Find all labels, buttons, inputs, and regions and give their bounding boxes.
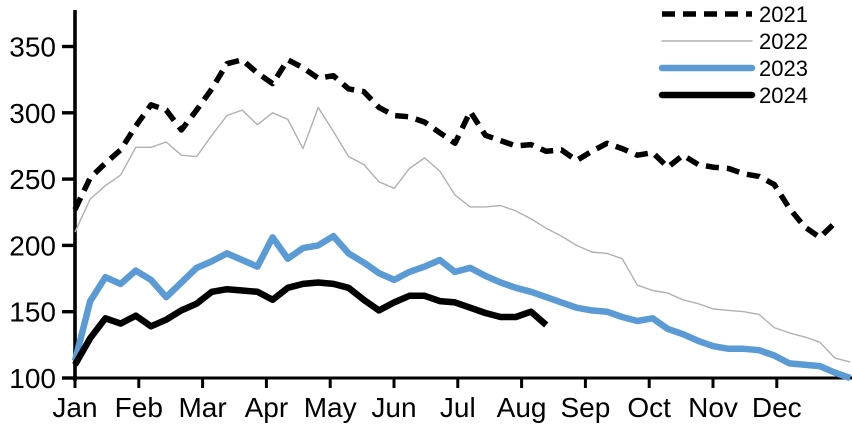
x-tick-label: Nov xyxy=(688,392,738,423)
x-tick-label: Sep xyxy=(560,392,610,423)
legend-label-2024: 2024 xyxy=(759,83,808,108)
y-tick-label: 250 xyxy=(9,164,56,195)
y-tick-label: 350 xyxy=(9,32,56,63)
y-tick-label: 200 xyxy=(9,230,56,261)
x-tick-label: May xyxy=(304,392,357,423)
y-tick-label: 100 xyxy=(9,363,56,394)
y-tick-label: 150 xyxy=(9,297,56,328)
legend-label-2023: 2023 xyxy=(759,56,808,81)
legend-item-2021: 2021 xyxy=(662,2,808,27)
x-tick-label: Jun xyxy=(371,392,416,423)
x-tick-label: Apr xyxy=(245,392,289,423)
x-tick-label: Jul xyxy=(440,392,476,423)
series-line-2022 xyxy=(74,106,851,363)
x-tick-label: Jan xyxy=(52,392,97,423)
series-line-2024 xyxy=(72,279,549,367)
x-tick-label: Mar xyxy=(178,392,226,423)
series-line-2021 xyxy=(72,57,837,241)
legend-item-2022: 2022 xyxy=(661,29,808,54)
x-tick-label: Feb xyxy=(115,392,163,423)
y-tick-label: 300 xyxy=(9,98,56,129)
legend-item-2024: 2024 xyxy=(658,83,808,108)
x-tick-label: Aug xyxy=(497,392,547,423)
legend-item-2023: 2023 xyxy=(658,56,808,81)
series-line-2023 xyxy=(71,232,852,382)
x-tick-label: Oct xyxy=(627,392,671,423)
x-tick-label: Dec xyxy=(752,392,802,423)
legend-label-2022: 2022 xyxy=(759,29,808,54)
legend-label-2021: 2021 xyxy=(759,2,808,27)
